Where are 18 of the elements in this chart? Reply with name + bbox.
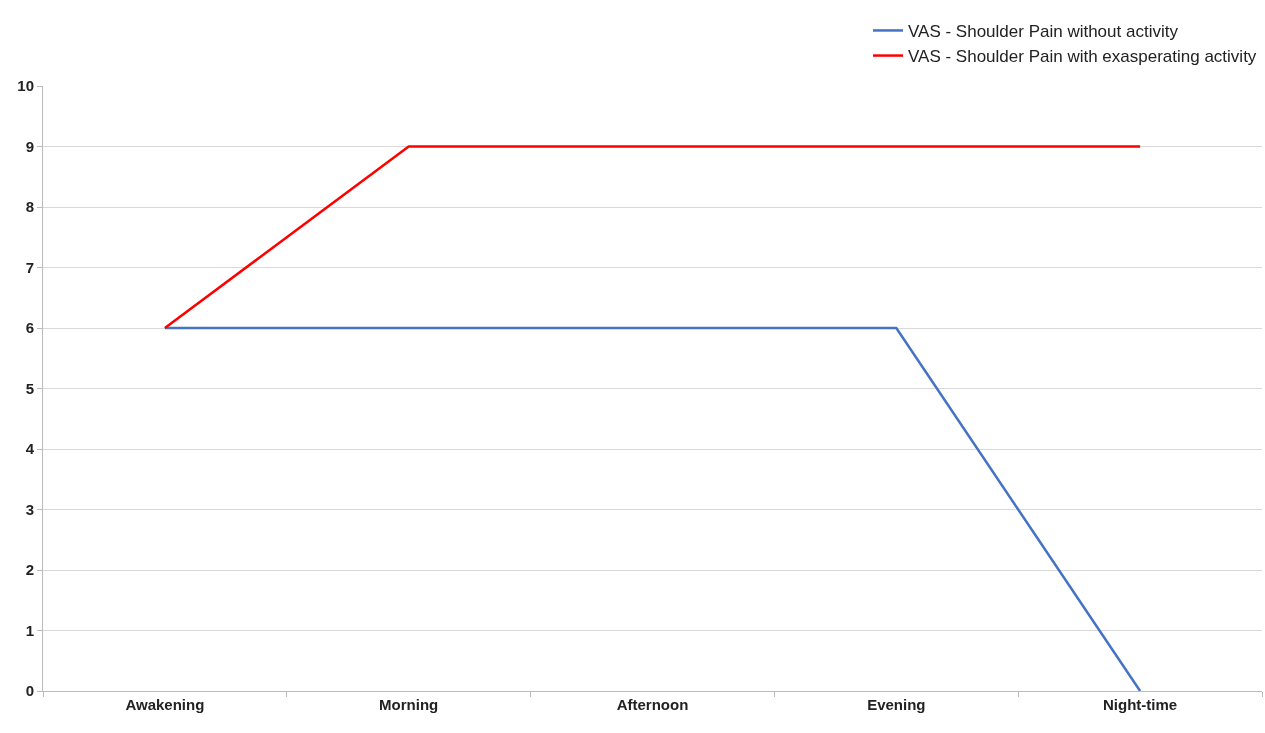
y-tick-label: 8 (25, 198, 34, 216)
y-tick-label: 6 (25, 319, 34, 337)
y-tick-label: 0 (25, 682, 34, 700)
y-tick-label: 10 (17, 77, 34, 95)
x-tick-label: Night-time (1103, 696, 1178, 713)
x-tick-label: Morning (379, 696, 439, 713)
x-tick-label: Afternoon (616, 696, 689, 713)
x-tick-label: Evening (867, 696, 926, 713)
y-tick-label: 1 (25, 621, 34, 639)
y-tick-label: 3 (25, 500, 34, 518)
y-tick-label: 2 (25, 561, 34, 579)
legend-label: VAS - Shoulder Pain without activity (908, 22, 1179, 42)
y-tick-label: 7 (25, 258, 34, 276)
y-tick-label: 9 (25, 137, 34, 155)
x-tick-label: Awakening (125, 696, 205, 713)
y-tick-label: 5 (25, 379, 34, 397)
legend-label: VAS - Shoulder Pain with exasperating activity (908, 47, 1257, 67)
y-tick-label: 4 (25, 440, 35, 458)
